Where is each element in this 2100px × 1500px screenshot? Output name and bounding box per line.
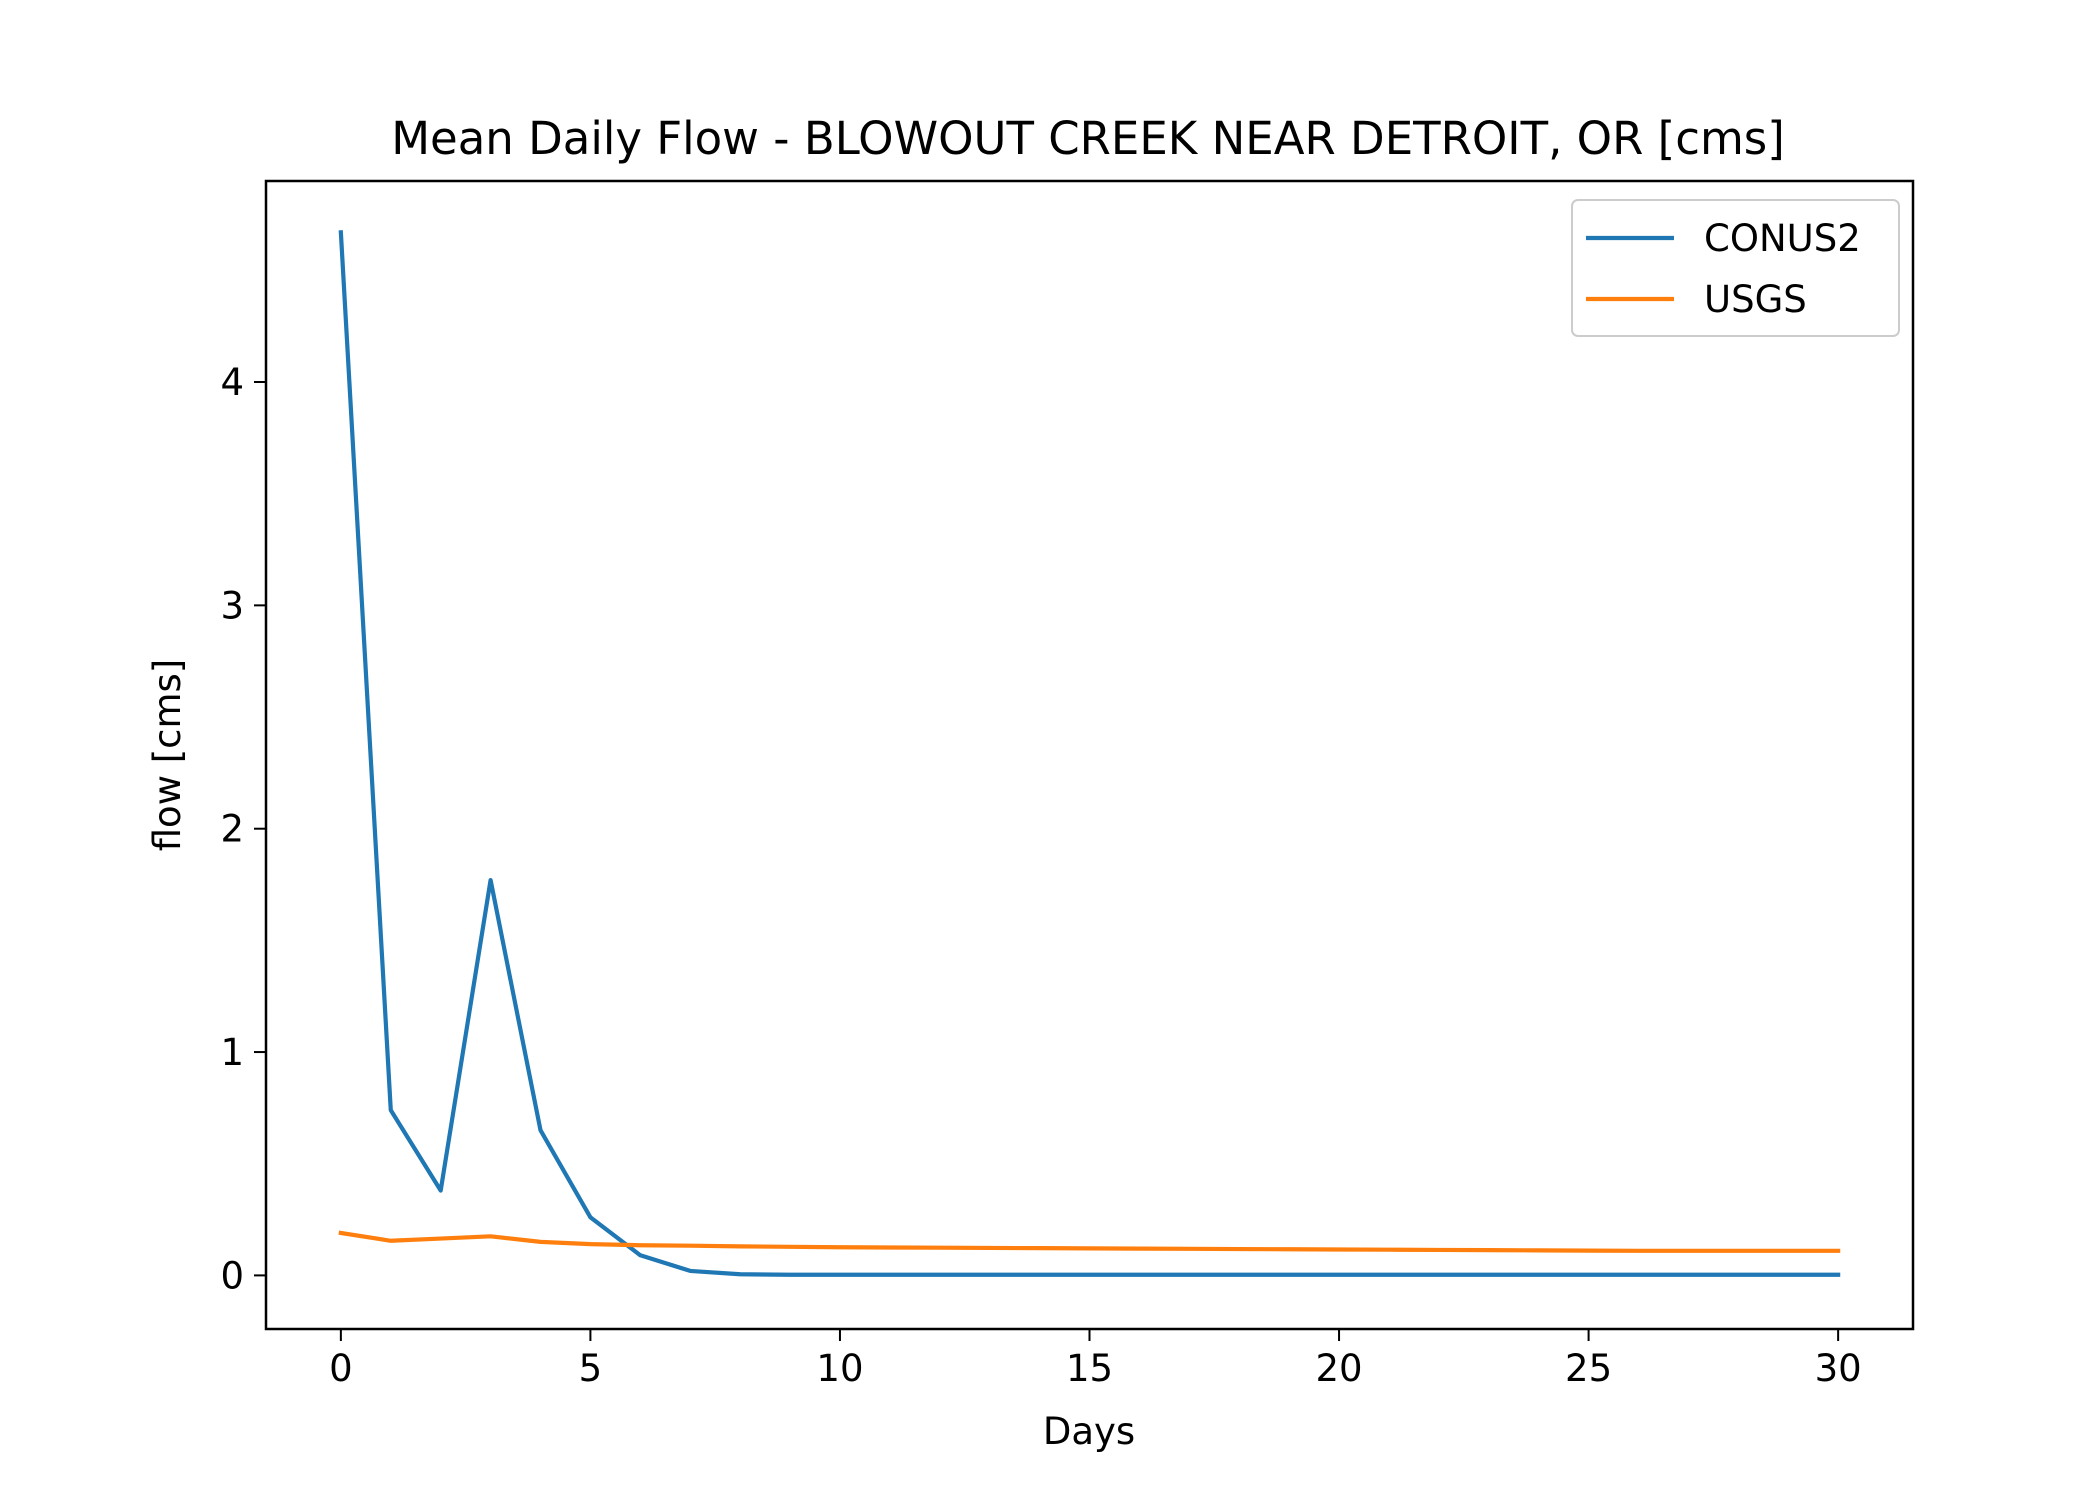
axis-ticks: 0 5 10 15 20 25 30 0 1 2 3 4 (220, 361, 1861, 1390)
legend-label-conus2: CONUS2 (1704, 217, 1861, 260)
x-tick-label: 10 (816, 1347, 863, 1390)
x-tick-label: 30 (1815, 1347, 1862, 1390)
legend: CONUS2 USGS (1571, 199, 1900, 337)
y-tick-label: 4 (220, 361, 244, 404)
plot-area (338, 230, 1841, 1277)
x-tick-label: 15 (1066, 1347, 1113, 1390)
chart-title: Mean Daily Flow - BLOWOUT CREEK NEAR DET… (391, 112, 1785, 165)
x-tick-label: 25 (1565, 1347, 1612, 1390)
legend-box (1571, 199, 1900, 337)
x-tick-label: 20 (1315, 1347, 1362, 1390)
y-axis-label: flow [cms] (146, 659, 189, 852)
y-tick-label: 3 (220, 584, 244, 627)
series-line-usgs (338, 1230, 1841, 1253)
y-tick-label: 2 (220, 808, 244, 851)
y-tick-label: 0 (220, 1254, 244, 1297)
series-line-conus2 (338, 230, 1841, 1277)
x-axis-label: Days (1043, 1410, 1135, 1453)
legend-label-usgs: USGS (1704, 278, 1807, 321)
y-tick-label: 1 (220, 1031, 244, 1074)
x-tick-label: 5 (579, 1347, 603, 1390)
x-tick-label: 0 (329, 1347, 353, 1390)
